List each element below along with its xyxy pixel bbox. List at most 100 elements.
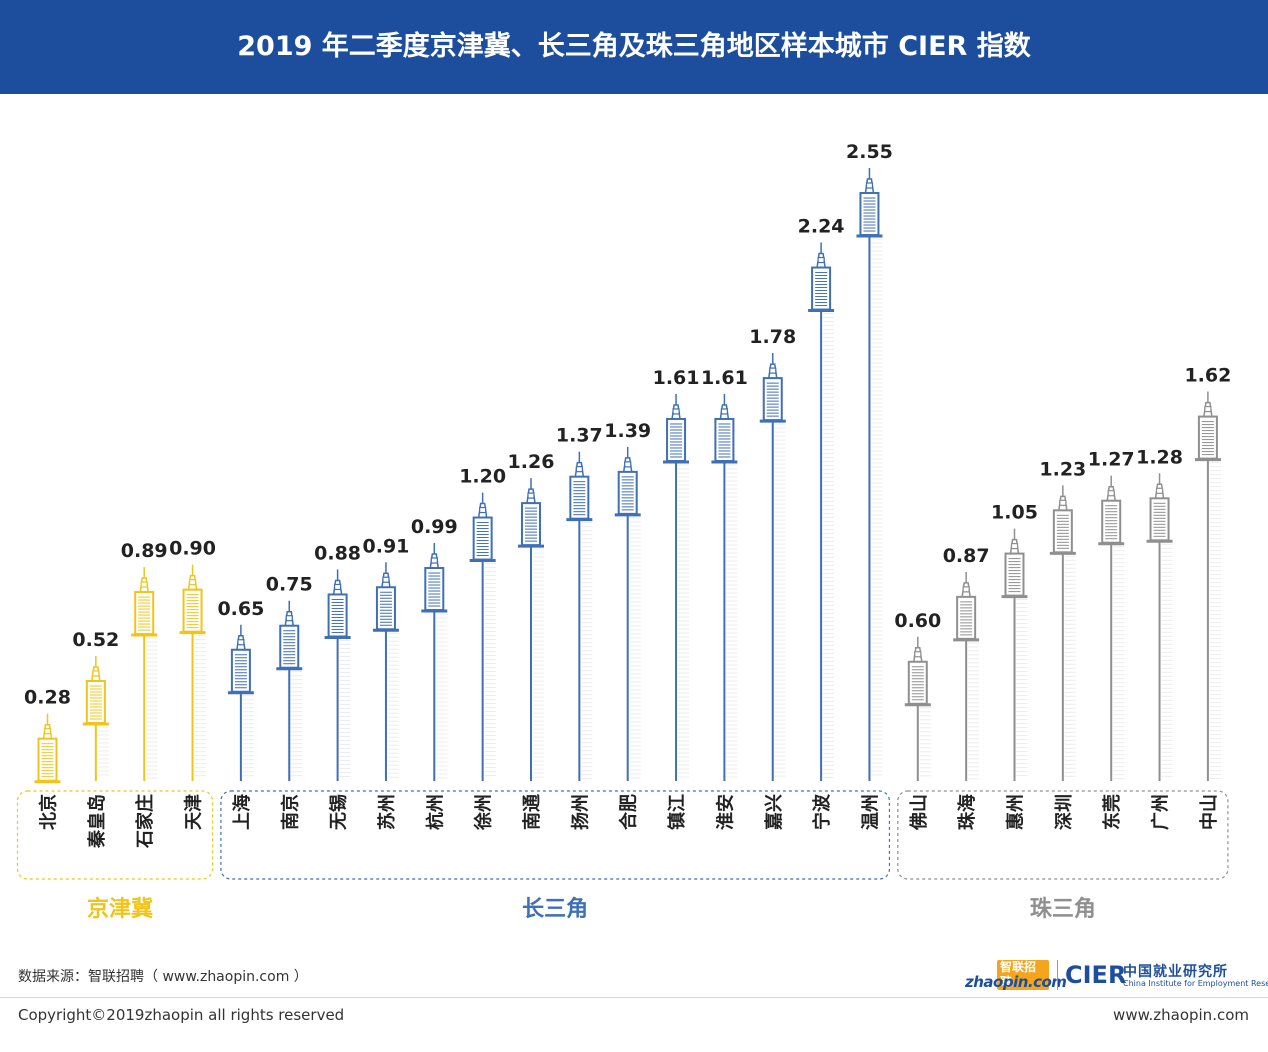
zhaopin-logo: 智联招聘 zhaopin.com <box>965 960 1067 991</box>
syringe-tip-box <box>527 492 535 499</box>
category-label: 镇江 <box>666 794 688 830</box>
syringe-tip-box <box>672 408 680 415</box>
syringe-barrel <box>375 586 396 631</box>
title-bar: 2019 年二季度京津冀、长三角及珠三角地区样本城市 CIER 指数 <box>0 0 1268 94</box>
data-label: 1.05 <box>991 502 1038 524</box>
syringe-tip-box <box>624 461 632 468</box>
syringe-tip-box <box>914 651 922 658</box>
category-label: 珠海 <box>956 794 978 830</box>
syringe-tip-box <box>382 576 390 583</box>
data-label: 2.24 <box>798 216 845 238</box>
copyright: Copyright©2019zhaopin all rights reserve… <box>18 1006 345 1024</box>
data-label: 1.61 <box>653 367 700 389</box>
footer-divider <box>0 997 1268 998</box>
category-label: 深圳 <box>1053 794 1075 830</box>
syringe-tip-box <box>43 728 52 735</box>
data-label: 0.89 <box>121 540 168 562</box>
page-title: 2019 年二季度京津冀、长三角及珠三角地区样本城市 CIER 指数 <box>237 31 1031 62</box>
logos: 智联招聘 zhaopin.com CIER 中国就业研究所 China Inst… <box>965 958 1268 992</box>
syringe-barrel <box>714 417 735 462</box>
data-label: 1.61 <box>701 367 748 389</box>
data-label: 1.27 <box>1088 449 1135 471</box>
data-label: 0.91 <box>363 535 410 557</box>
syringe-tip-box <box>769 367 777 374</box>
data-label: 0.99 <box>411 516 458 538</box>
syringe-barrel <box>666 417 687 462</box>
category-label: 上海 <box>231 794 253 830</box>
group-label: 长三角 <box>522 896 588 922</box>
group-box <box>897 790 1229 880</box>
syringe-barrel <box>859 192 880 237</box>
website: www.zhaopin.com <box>1113 1006 1249 1024</box>
category-label: 温州 <box>860 794 881 830</box>
data-label: 0.60 <box>894 610 941 632</box>
cier-logo: CIER <box>1065 961 1127 989</box>
syringe-barrel <box>521 502 541 547</box>
data-label: 1.26 <box>508 451 555 473</box>
syringe-barrel <box>424 567 445 612</box>
syringe-tip-box <box>188 579 197 586</box>
category-label: 北京 <box>38 794 60 830</box>
syringe-barrel <box>182 588 203 633</box>
cier-logo-cn: 中国就业研究所 <box>1123 964 1228 980</box>
category-label: 宁波 <box>811 793 833 830</box>
data-label: 0.90 <box>169 538 216 560</box>
syringe-tip-box <box>865 182 874 189</box>
data-label: 1.39 <box>604 420 651 442</box>
group-box <box>220 790 891 880</box>
syringe-barrel <box>134 591 155 636</box>
syringe-tip-box <box>720 408 729 415</box>
cier-logo-en: China Institute for Employment Research <box>1123 979 1268 988</box>
syringe-barrel <box>230 648 251 693</box>
group-box <box>16 790 214 880</box>
syringe-barrel <box>1197 415 1218 460</box>
category-label: 中山 <box>1198 794 1220 830</box>
syringe-barrel <box>762 377 783 422</box>
category-label: 南京 <box>279 794 301 830</box>
data-label: 0.75 <box>266 574 313 596</box>
group-label: 京津冀 <box>87 896 153 922</box>
syringe-tip-box <box>285 615 293 622</box>
data-label: 1.62 <box>1184 365 1231 387</box>
syringe-barrel <box>327 593 348 638</box>
syringe-tip-box <box>140 581 148 588</box>
syringe-barrel <box>1101 499 1122 544</box>
data-label: 1.37 <box>556 425 603 447</box>
logo-divider <box>1057 960 1058 990</box>
data-source: 数据来源：智联招聘（ www.zhaopin.com ） <box>18 969 308 985</box>
syringe-tip-box <box>575 466 583 473</box>
syringe-tip-box <box>1010 542 1019 550</box>
data-label: 0.65 <box>217 598 264 620</box>
category-label: 扬州 <box>569 794 591 830</box>
data-label: 1.20 <box>459 466 506 488</box>
data-label: 0.88 <box>314 542 361 564</box>
category-label: 杭州 <box>424 794 446 830</box>
category-label: 东莞 <box>1101 794 1123 830</box>
zhaopin-logo-en: zhaopin.com <box>965 973 1067 991</box>
zhaopin-logo-cn: 智联招聘 <box>997 960 1049 990</box>
category-label: 合肥 <box>618 794 640 830</box>
syringe-tip-box <box>92 670 100 677</box>
syringe-barrel <box>956 595 977 640</box>
syringe-barrel <box>569 475 590 520</box>
data-label: 0.87 <box>943 545 990 567</box>
syringe-barrel <box>37 737 58 782</box>
category-label: 徐州 <box>473 794 495 831</box>
data-label: 1.28 <box>1136 446 1183 468</box>
syringe-tip-box <box>1107 490 1115 497</box>
data-label: 0.52 <box>72 629 119 651</box>
syringe-barrel <box>472 516 493 561</box>
category-label: 石家庄 <box>134 794 156 849</box>
syringe-barrel <box>279 624 300 669</box>
syringe-barrel <box>85 680 106 724</box>
syringe-barrel <box>907 660 928 705</box>
category-label: 惠州 <box>1006 794 1027 830</box>
syringe-barrel <box>617 470 638 515</box>
category-label: 广州 <box>1150 794 1172 830</box>
syringe-tip-box <box>430 557 438 564</box>
syringe-tip-box <box>1204 405 1212 413</box>
syringe-tip-box <box>237 639 245 646</box>
data-label: 1.78 <box>749 326 796 348</box>
syringe-barrel <box>1052 509 1073 554</box>
